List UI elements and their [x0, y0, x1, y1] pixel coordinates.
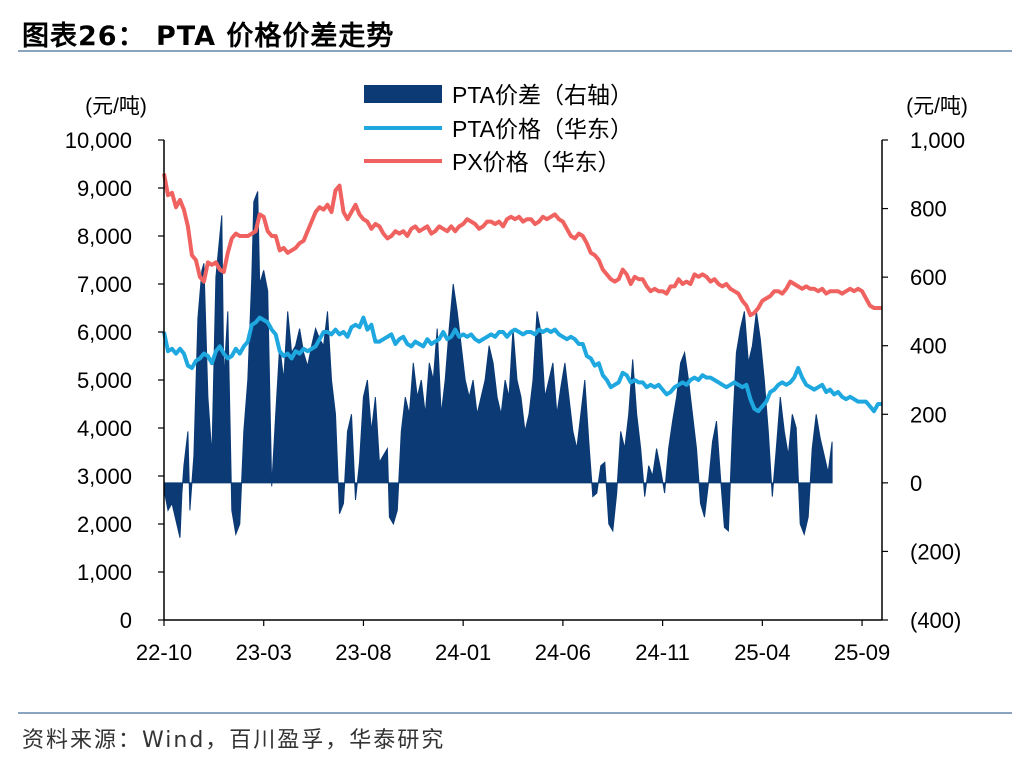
right-axis-tick-label: 1,000 [910, 128, 965, 153]
source-note: 资料来源：Wind，百川盈孚，华泰研究 [22, 728, 446, 753]
top-divider [18, 50, 1012, 52]
x-axis-tick-label: 24-01 [435, 640, 491, 665]
right-axis-tick-label: (200) [910, 539, 961, 564]
x-axis-tick-label: 23-03 [236, 640, 292, 665]
chart: 0 1,000 2,000 3,000 4,000 5,000 6,000 7,000 8,00… [65, 82, 968, 665]
x-axis-tick-label: 22-10 [136, 640, 192, 665]
right-axis-tick-label: 200 [910, 402, 947, 427]
right-axis-tick-label: 600 [910, 265, 947, 290]
x-axis-tick-label: 25-09 [834, 640, 890, 665]
x-axis-tick-label: 24-11 [635, 640, 690, 665]
spread-area-layer [163, 191, 833, 538]
legend-swatch-spread [364, 85, 442, 103]
legend: PTA价差（右轴） PTA价格（华东） PX价格（华东） [364, 82, 633, 175]
legend-label: PX价格（华东） [452, 149, 621, 175]
x-axis-tick-label: 25-04 [734, 640, 790, 665]
price-lines-layer [162, 173, 882, 414]
figure-title: 图表26： PTA 价格价差走势 [22, 21, 395, 52]
series-pta-price-line [162, 315, 882, 414]
axes-layer: 0 1,000 2,000 3,000 4,000 5,000 6,000 7,000 8,00… [65, 95, 968, 665]
left-axis-tick-label: 5,000 [77, 368, 132, 393]
right-axis-tick-label: 800 [910, 197, 947, 222]
series-pta-spread-area [163, 191, 833, 538]
right-axis-tick-label: 400 [910, 334, 947, 359]
right-axis-tick-label: 0 [910, 471, 922, 496]
left-axis-tick-label: 9,000 [77, 176, 132, 201]
left-axis-unit: (元/吨) [85, 95, 147, 118]
x-axis-tick-label: 24-06 [535, 640, 591, 665]
right-axis-tick-label: (400) [910, 608, 961, 633]
left-axis-tick-label: 2,000 [77, 512, 132, 537]
left-axis-tick-label: 4,000 [77, 416, 132, 441]
left-axis-tick-label: 6,000 [77, 320, 132, 345]
left-axis-tick-label: 8,000 [77, 224, 132, 249]
left-axis-tick-label: 1,000 [77, 560, 132, 585]
left-axis-tick-label: 3,000 [77, 464, 132, 489]
left-axis-tick-label: 7,000 [77, 272, 132, 297]
right-axis-unit: (元/吨) [906, 95, 968, 118]
x-axis-tick-label: 23-08 [335, 640, 391, 665]
left-axis-tick-label: 0 [120, 608, 132, 633]
legend-label: PTA价格（华东） [452, 116, 633, 142]
left-axis-tick-label: 10,000 [65, 128, 132, 153]
series-px-price-line [162, 173, 882, 318]
legend-label: PTA价差（右轴） [452, 82, 633, 108]
bottom-divider [18, 712, 1012, 714]
